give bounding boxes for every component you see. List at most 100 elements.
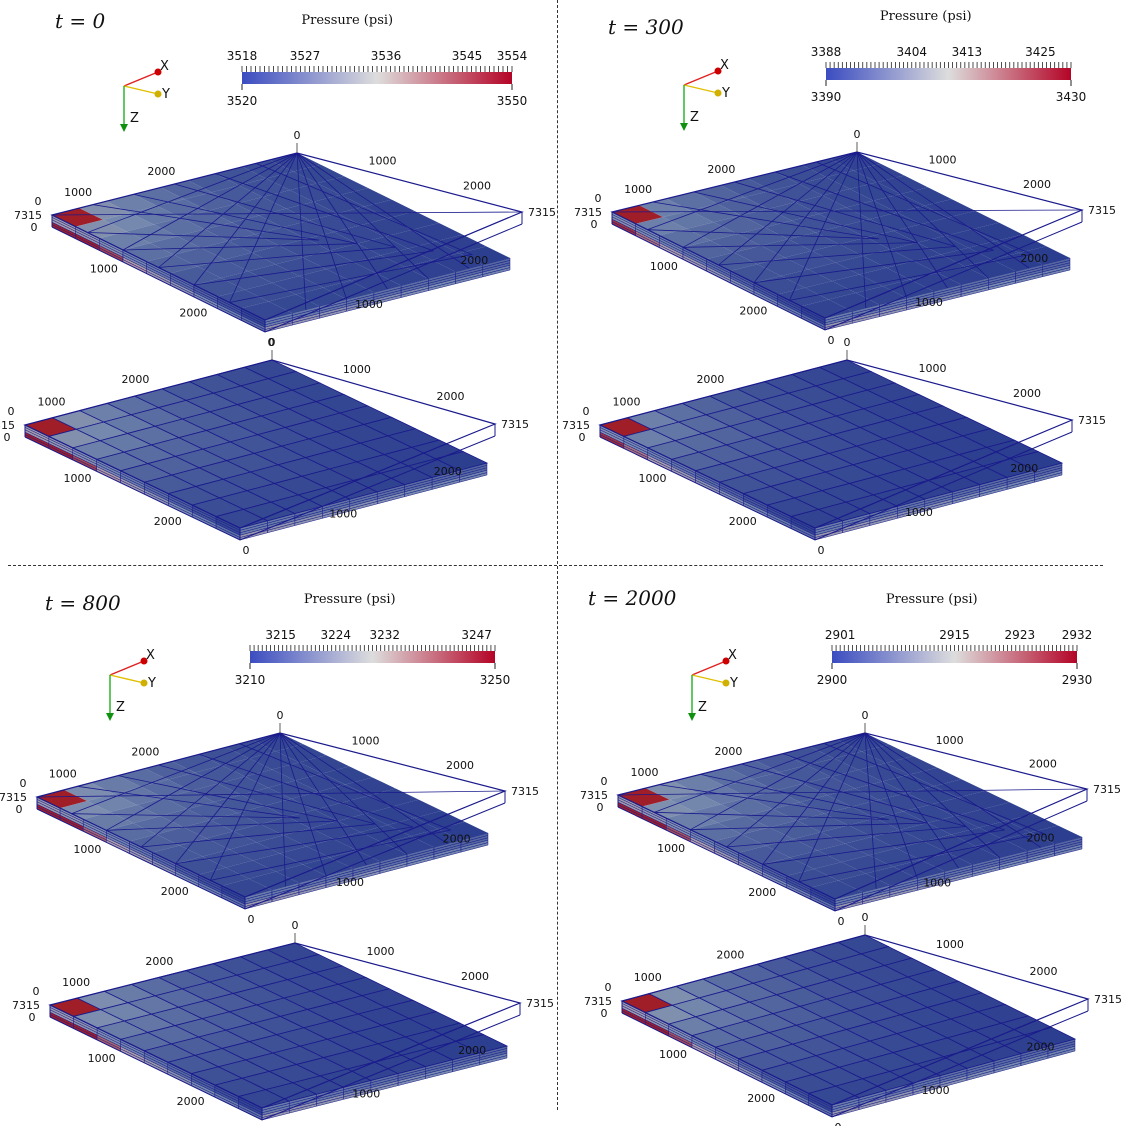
top-cell — [248, 871, 299, 890]
top-cell — [133, 816, 184, 835]
reservoir-diagonal-grid — [50, 152, 524, 333]
top-cell — [873, 194, 925, 213]
axis-ticks: 0200010001000200073150731501000200001000… — [14, 129, 556, 349]
grid-line — [296, 152, 429, 279]
top-cell — [841, 855, 894, 874]
top-cell — [310, 821, 361, 840]
axis-ticks: 0200010001000200073150731501000200001000… — [574, 128, 1116, 347]
colorbar-max-label: 2930 — [1062, 673, 1093, 687]
grid-line — [279, 732, 408, 855]
x-axis-line — [123, 71, 159, 87]
grid-line — [158, 183, 396, 268]
tick-front-right-2000: 2000 — [1020, 252, 1048, 265]
tick-front-left-1000: 1000 — [90, 263, 118, 276]
colorbar-top-label: 2932 — [1062, 628, 1093, 642]
x-axis-line — [683, 70, 719, 86]
top-cell — [820, 825, 873, 844]
top-cell — [875, 811, 928, 830]
top-cell — [345, 777, 396, 796]
tick-front-left-2000: 2000 — [177, 1095, 205, 1108]
top-cell — [810, 880, 863, 899]
reservoir-cartesian-grid — [620, 934, 1090, 1118]
panel-t800: t = 800 Pressure (psi) 3215 3224 3232 3247 321… — [0, 565, 560, 1126]
axis-ticks: 0200010001000200073150731501000200001000… — [580, 709, 1121, 928]
top-cell — [337, 813, 388, 833]
z-axis-tip — [680, 123, 688, 131]
top-cell — [295, 773, 346, 792]
tick-bottom-0: 0 — [828, 334, 835, 347]
tick-front-left-1000: 1000 — [73, 843, 101, 856]
x-axis-line — [691, 660, 727, 676]
panel-t2000: t = 2000 Pressure (psi) 2901 2915 2923 2932 29… — [560, 565, 1122, 1126]
top-cell — [790, 850, 842, 869]
top-cell — [118, 768, 169, 787]
top-cell — [690, 822, 742, 842]
colorbar: Pressure (psi) 3388 3404 3413 3425 3390 3430 — [811, 9, 1087, 104]
top-cell — [842, 219, 894, 238]
top-cell — [927, 816, 979, 835]
top-cell — [356, 843, 407, 862]
grid-line — [654, 784, 889, 820]
tick-bottom-0: 0 — [818, 544, 825, 557]
tick-top-0: 0 — [292, 919, 299, 932]
top-cell — [221, 878, 272, 897]
grid-line — [193, 173, 434, 286]
tick-front-right-1000: 1000 — [352, 1087, 380, 1100]
tick-top-0: 0 — [277, 709, 284, 722]
colorbar-title: Pressure (psi) — [886, 592, 978, 607]
top-cell — [924, 834, 976, 853]
top-cell — [829, 152, 881, 171]
tick-front-right-1000: 1000 — [922, 1084, 950, 1097]
y-axis-tip — [722, 679, 730, 687]
y-axis-tip — [140, 679, 148, 687]
colorbar-top-label: 3247 — [461, 628, 492, 642]
tick-top-0: 0 — [269, 336, 276, 349]
top-cell — [368, 788, 419, 807]
reservoir-diagonal-grid — [610, 151, 1084, 331]
top-cell — [391, 799, 442, 818]
top-cell — [129, 834, 180, 853]
grid-line — [106, 775, 338, 831]
tick-back-right-1000: 1000 — [343, 363, 371, 376]
grid-line — [682, 151, 858, 248]
top-cell — [761, 239, 812, 258]
top-cell — [839, 237, 891, 256]
tick-front-right-2000: 2000 — [458, 1044, 486, 1057]
tick-left-0: 0 — [35, 195, 42, 208]
top-cell — [195, 765, 246, 784]
tick-back-right-1000: 1000 — [929, 153, 957, 166]
grid-line — [122, 193, 358, 251]
top-cell — [353, 255, 405, 274]
top-cell — [659, 228, 711, 248]
top-cell — [268, 780, 319, 799]
top-cell — [846, 200, 898, 220]
tick-back-right-2000: 2000 — [1029, 757, 1057, 770]
top-cell — [83, 812, 134, 831]
grid-line — [647, 201, 880, 240]
top-cell — [672, 774, 725, 793]
top-cell — [721, 797, 773, 816]
top-cell — [384, 229, 436, 249]
tick-right-7315: 7315 — [511, 785, 539, 798]
x-axis-tip — [140, 657, 148, 665]
top-cell — [786, 869, 839, 888]
colorbar-top-label: 3388 — [811, 45, 842, 59]
top-cell — [869, 848, 921, 867]
top-cell — [221, 271, 273, 290]
top-cell — [855, 286, 907, 305]
tick-left-7315: 7315 — [574, 206, 602, 219]
top-cell — [872, 829, 924, 849]
top-cell — [160, 180, 212, 200]
top-cell — [991, 252, 1043, 272]
top-cell — [283, 828, 334, 847]
top-cell — [222, 758, 273, 777]
colorbar-top-label: 3527 — [290, 49, 321, 63]
tick-back-left-1000: 1000 — [612, 395, 640, 408]
top-cell — [769, 820, 821, 839]
grid-line — [175, 753, 413, 865]
time-label: t = 0 — [55, 9, 106, 33]
vertical-divider — [557, 0, 558, 1110]
bottom-outline — [617, 800, 1088, 912]
tick-left-0: 0 — [605, 981, 612, 994]
top-cell — [377, 267, 429, 286]
